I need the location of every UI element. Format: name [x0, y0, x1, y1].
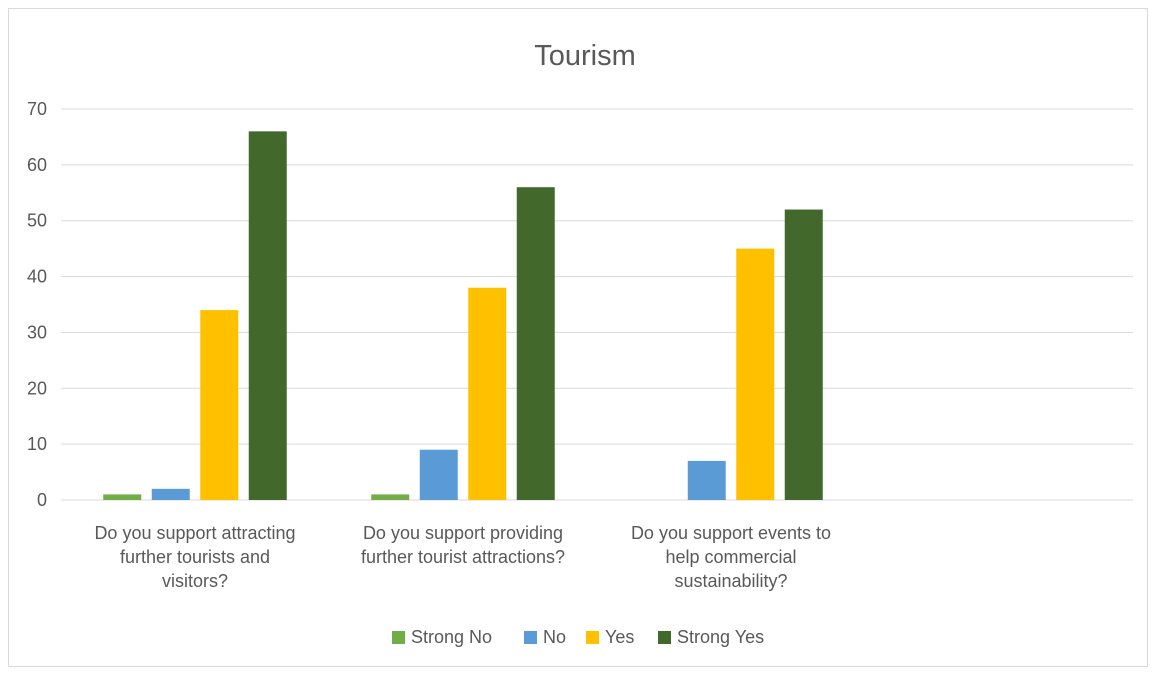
bar-strong-no [103, 494, 142, 500]
category-labels: Do you support attracting further tourist… [94, 523, 831, 591]
y-tick-label: 0 [37, 490, 47, 510]
legend-swatch [586, 631, 599, 644]
y-tick-label: 10 [27, 434, 47, 454]
legend: Strong No No Yes Strong Yes [392, 627, 764, 647]
category-label: Do you support events to help commercial s… [631, 523, 831, 591]
chart-frame: Tourism 0 10 20 30 40 50 60 70 Do you support a… [8, 8, 1148, 667]
y-tick-label: 30 [27, 322, 47, 342]
legend-label: Strong No [411, 627, 492, 647]
legend-label: No [543, 627, 566, 647]
bar-yes [200, 310, 239, 500]
legend-swatch [392, 631, 405, 644]
bar-no [419, 449, 458, 500]
y-axis-ticks: 0 10 20 30 40 50 60 70 [27, 99, 47, 510]
bar-strong-yes [248, 131, 287, 500]
y-tick-label: 60 [27, 155, 47, 175]
chart-title: Tourism [534, 40, 636, 72]
y-tick-label: 20 [27, 378, 47, 398]
bar-strong-no [371, 494, 410, 500]
bar-chart: Tourism 0 10 20 30 40 50 60 70 Do you support a… [27, 40, 1133, 647]
legend-label: Yes [605, 627, 634, 647]
category-label: Do you support providing further tourist … [361, 523, 565, 567]
gridlines [61, 108, 1133, 501]
bar-no [687, 460, 726, 500]
category-label: Do you support attracting further tourist… [94, 523, 295, 591]
y-tick-label: 70 [27, 99, 47, 119]
bar-strong-yes [784, 209, 823, 501]
bar-no [151, 488, 190, 500]
legend-label: Strong Yes [677, 627, 764, 647]
bar-strong-yes [516, 187, 555, 500]
y-tick-label: 50 [27, 211, 47, 231]
legend-swatch [658, 631, 671, 644]
legend-swatch [524, 631, 537, 644]
y-tick-label: 40 [27, 267, 47, 287]
bar-yes [468, 287, 507, 500]
bar-yes [736, 248, 775, 500]
bars [103, 131, 823, 501]
